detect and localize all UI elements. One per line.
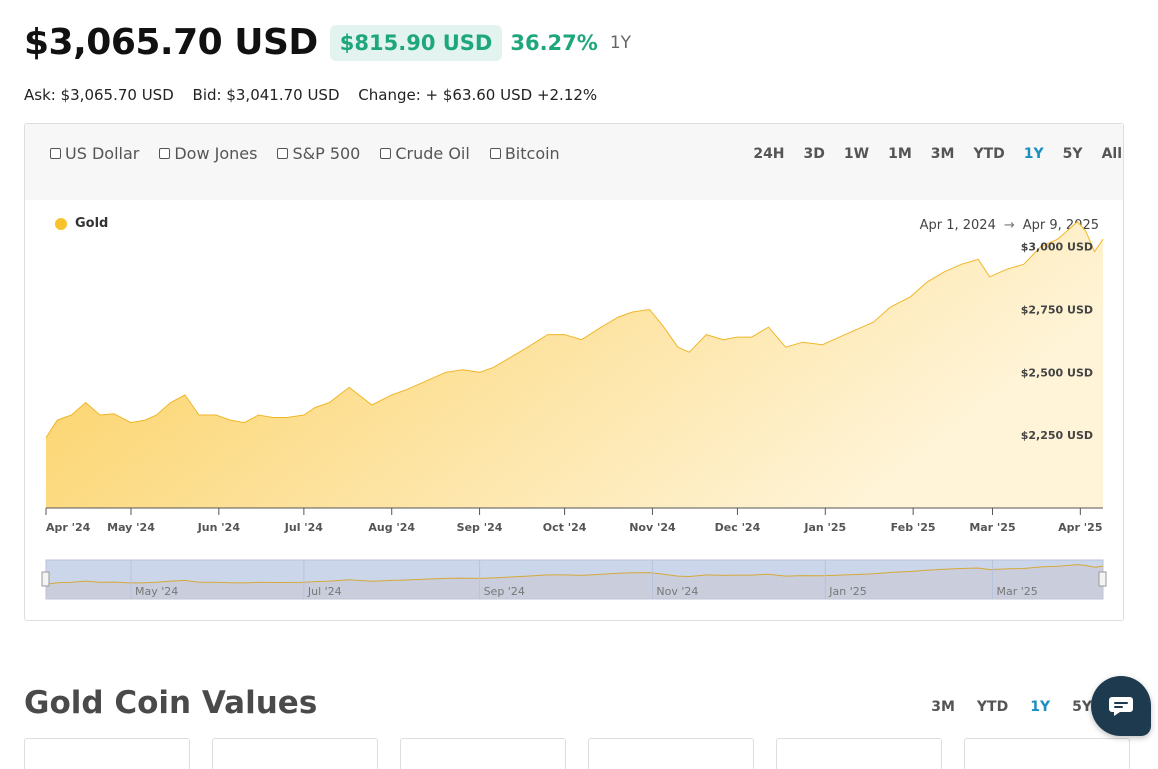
range-1y[interactable]: 1Y xyxy=(1023,146,1044,162)
x-tick-label: Sep '24 xyxy=(457,521,503,534)
y-tick-label: $2,750 USD xyxy=(1021,304,1093,317)
navigator-area xyxy=(46,564,1103,599)
bid-price: Bid: $3,041.70 USD xyxy=(192,86,340,104)
gold-price-chart[interactable]: Apr '24 May '24 Jun '24 Jul '24 Aug '24 Sep '… xyxy=(25,124,1123,620)
price-change-amount: $815.90 USD xyxy=(329,24,503,61)
checkbox[interactable] xyxy=(50,148,61,159)
x-tick-label: Oct '24 xyxy=(543,521,587,534)
x-tick-label: Jul '24 xyxy=(284,521,324,534)
date-range-start: Apr 1, 2024 xyxy=(919,218,996,233)
legend-marker xyxy=(55,217,67,230)
compare-label: Dow Jones xyxy=(174,144,258,163)
compare-us-dollar[interactable]: US Dollar xyxy=(50,144,139,163)
coin-card[interactable] xyxy=(776,738,942,769)
navigator-tick-label: Sep '24 xyxy=(484,585,525,598)
price-chart-card: US Dollar Dow Jones S&P 500 Crude Oil Bi… xyxy=(24,123,1124,621)
chart-date-range: Apr 1, 2024 → Apr 9, 2025 xyxy=(920,218,1099,233)
compare-label: Crude Oil xyxy=(395,144,470,163)
compare-bitcoin[interactable]: Bitcoin xyxy=(489,144,560,163)
arrow-right-icon: → xyxy=(1003,218,1015,233)
coin-card[interactable] xyxy=(24,738,190,769)
range-all[interactable]: All xyxy=(1101,146,1122,162)
x-tick-label: Aug '24 xyxy=(368,521,415,534)
range-5y[interactable]: 5Y xyxy=(1062,146,1083,162)
range-1m[interactable]: 1M xyxy=(888,146,912,162)
quote-stats: Ask: $3,065.70 USD Bid: $3,041.70 USD Ch… xyxy=(24,86,611,104)
chat-bubble-icon xyxy=(1109,697,1133,716)
compare-sp-500[interactable]: S&P 500 xyxy=(277,144,360,163)
checkbox[interactable] xyxy=(277,148,289,159)
x-tick-label: Feb '25 xyxy=(891,521,936,534)
coin-range-ytd[interactable]: YTD xyxy=(976,699,1009,715)
range-24h[interactable]: 24H xyxy=(753,146,785,162)
navigator-tick-label: May '24 xyxy=(135,585,178,598)
navigator-line xyxy=(45,564,1104,585)
coin-card[interactable] xyxy=(212,738,378,769)
main-plot xyxy=(45,220,1104,508)
gold-line xyxy=(45,220,1104,438)
navigator-right-handle[interactable] xyxy=(1098,571,1107,587)
y-tick-label: $3,000 USD xyxy=(1021,241,1093,254)
range-navigator[interactable]: May '24 Jul '24 Sep '24 Nov '24 Jan '25 Mar '… xyxy=(41,559,1107,600)
coin-card[interactable] xyxy=(588,738,754,769)
x-tick-label: Apr '25 xyxy=(1058,521,1102,534)
navigator-tick-label: Jan '25 xyxy=(828,585,866,598)
x-tick-label: Dec '24 xyxy=(715,521,761,534)
gold-area xyxy=(46,221,1103,508)
x-tick-label: Mar '25 xyxy=(969,521,1015,534)
checkbox[interactable] xyxy=(380,148,392,159)
y-tick-label: $2,500 USD xyxy=(1021,366,1093,379)
x-tick-label: Jun '24 xyxy=(197,521,241,534)
coin-values-range-selector: 3M YTD 1Y 5Y xyxy=(931,699,1092,715)
range-3m[interactable]: 3M xyxy=(930,146,955,162)
coin-card-list xyxy=(24,738,1152,769)
compare-dow-jones[interactable]: Dow Jones xyxy=(159,144,257,163)
price-change-period: 1Y xyxy=(609,32,632,53)
navigator-left-handle[interactable] xyxy=(41,571,50,587)
price-header: $3,065.70 USD $815.90 USD 36.27% 1Y xyxy=(24,22,631,63)
compare-label: US Dollar xyxy=(65,144,140,163)
range-selector: 24H 3D 1W 1M 3M YTD 1Y 5Y All xyxy=(753,146,1123,162)
chart-legend[interactable]: Gold xyxy=(55,216,108,231)
range-ytd[interactable]: YTD xyxy=(973,146,1005,162)
legend-label: Gold xyxy=(75,216,109,231)
compare-crude-oil[interactable]: Crude Oil xyxy=(380,144,470,163)
chart-toolbar: US Dollar Dow Jones S&P 500 Crude Oil Bi… xyxy=(25,124,1123,200)
ask-price: Ask: $3,065.70 USD xyxy=(24,86,174,104)
checkbox[interactable] xyxy=(159,148,171,159)
navigator-tick-label: Jul '24 xyxy=(307,585,342,598)
coin-range-1y[interactable]: 1Y xyxy=(1030,699,1051,715)
chat-button[interactable] xyxy=(1091,676,1151,736)
x-axis: Apr '24 May '24 Jun '24 Jul '24 Aug '24 Sep '… xyxy=(45,507,1103,534)
current-price: $3,065.70 USD xyxy=(24,22,318,63)
navigator-tick-label: Mar '25 xyxy=(996,585,1037,598)
price-change-percent: 36.27% xyxy=(510,30,598,55)
x-tick-label: May '24 xyxy=(107,521,155,534)
navigator-tick-label: Nov '24 xyxy=(656,585,698,598)
y-axis: $2,250 USD $2,500 USD $2,750 USD $3,000 USD xyxy=(1021,241,1093,442)
compare-list: US Dollar Dow Jones S&P 500 Crude Oil Bi… xyxy=(50,144,580,163)
x-tick-label: Apr '24 xyxy=(46,521,91,534)
x-tick-label: Nov '24 xyxy=(629,521,676,534)
compare-label: S&P 500 xyxy=(292,144,361,163)
section-title: Gold Coin Values xyxy=(24,685,318,721)
y-tick-label: $2,250 USD xyxy=(1021,429,1093,442)
compare-label: Bitcoin xyxy=(504,144,560,163)
coin-range-5y[interactable]: 5Y xyxy=(1072,699,1092,715)
checkbox[interactable] xyxy=(489,148,501,159)
coin-card[interactable] xyxy=(964,738,1130,769)
x-tick-label: Jan '25 xyxy=(803,521,846,534)
range-1w[interactable]: 1W xyxy=(843,146,870,162)
daily-change: Change: + $63.60 USD +2.12% xyxy=(358,86,598,104)
range-3d[interactable]: 3D xyxy=(803,146,825,162)
coin-card[interactable] xyxy=(400,738,566,769)
coin-range-3m[interactable]: 3M xyxy=(931,699,955,715)
